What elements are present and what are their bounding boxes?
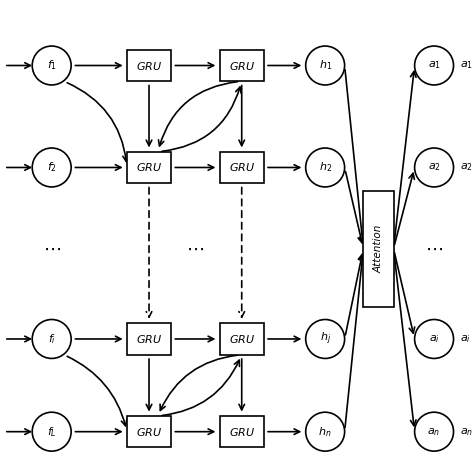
FancyArrowPatch shape: [162, 87, 241, 151]
FancyArrowPatch shape: [239, 187, 245, 317]
FancyArrowPatch shape: [346, 255, 364, 335]
FancyArrowPatch shape: [394, 72, 416, 245]
Circle shape: [306, 412, 345, 451]
Text: $a_{i}$: $a_{i}$: [428, 333, 439, 345]
Circle shape: [415, 46, 454, 85]
FancyArrowPatch shape: [146, 359, 152, 410]
Bar: [127, 416, 171, 447]
FancyArrowPatch shape: [345, 255, 365, 428]
Bar: [364, 191, 393, 307]
Text: $a_{1}$: $a_{1}$: [461, 60, 474, 72]
Text: $\cdots$: $\cdots$: [186, 239, 204, 257]
Text: $GRU$: $GRU$: [228, 333, 255, 345]
FancyArrowPatch shape: [346, 172, 364, 243]
Text: $GRU$: $GRU$: [228, 60, 255, 72]
FancyArrowPatch shape: [158, 82, 237, 146]
FancyArrowPatch shape: [175, 429, 214, 435]
FancyArrowPatch shape: [75, 429, 121, 435]
Circle shape: [415, 412, 454, 451]
Text: Attention: Attention: [374, 224, 383, 273]
Text: $GRU$: $GRU$: [228, 426, 255, 438]
Text: $f_{1}$: $f_{1}$: [46, 59, 57, 73]
FancyArrowPatch shape: [175, 63, 214, 68]
Text: $a_{2}$: $a_{2}$: [428, 162, 440, 173]
Text: $a_{2}$: $a_{2}$: [461, 162, 474, 173]
Text: $GRU$: $GRU$: [136, 333, 162, 345]
FancyArrowPatch shape: [239, 85, 245, 146]
FancyArrowPatch shape: [162, 360, 239, 416]
FancyArrowPatch shape: [75, 63, 121, 68]
Text: $f_{L}$: $f_{L}$: [47, 425, 56, 438]
Text: $GRU$: $GRU$: [136, 162, 162, 173]
Text: $a_{n}$: $a_{n}$: [428, 426, 441, 438]
FancyArrowPatch shape: [239, 359, 245, 410]
Text: $GRU$: $GRU$: [136, 426, 162, 438]
Text: $a_{i}$: $a_{i}$: [461, 333, 472, 345]
FancyArrowPatch shape: [268, 429, 300, 435]
Circle shape: [306, 148, 345, 187]
Circle shape: [32, 148, 71, 187]
FancyArrowPatch shape: [268, 164, 300, 170]
Circle shape: [32, 46, 71, 85]
FancyArrowPatch shape: [67, 356, 127, 426]
FancyArrowPatch shape: [175, 164, 214, 170]
FancyArrowPatch shape: [394, 173, 414, 245]
FancyArrowPatch shape: [345, 70, 365, 243]
Circle shape: [415, 319, 454, 358]
FancyArrowPatch shape: [175, 336, 214, 342]
Text: $h_{2}$: $h_{2}$: [319, 161, 332, 174]
Text: $\cdots$: $\cdots$: [43, 239, 61, 257]
Text: $GRU$: $GRU$: [228, 162, 255, 173]
FancyArrowPatch shape: [394, 253, 415, 333]
Text: $h_{n}$: $h_{n}$: [319, 425, 332, 438]
FancyArrowPatch shape: [268, 63, 300, 68]
FancyArrowPatch shape: [394, 253, 416, 426]
FancyArrowPatch shape: [146, 187, 152, 317]
Text: $a_{n}$: $a_{n}$: [461, 426, 474, 438]
Text: $\cdots$: $\cdots$: [425, 239, 443, 257]
Circle shape: [415, 148, 454, 187]
Circle shape: [306, 46, 345, 85]
Bar: [127, 152, 171, 183]
Bar: [220, 323, 264, 355]
Circle shape: [306, 319, 345, 358]
Text: $a_{1}$: $a_{1}$: [428, 60, 441, 72]
FancyArrowPatch shape: [146, 85, 152, 146]
Circle shape: [32, 319, 71, 358]
Text: $GRU$: $GRU$: [136, 60, 162, 72]
Text: $f_{i}$: $f_{i}$: [48, 332, 55, 346]
Bar: [127, 323, 171, 355]
Text: $f_{2}$: $f_{2}$: [46, 161, 57, 174]
FancyArrowPatch shape: [75, 164, 121, 170]
Text: $h_{j}$: $h_{j}$: [319, 331, 331, 347]
FancyArrowPatch shape: [160, 355, 237, 410]
Bar: [127, 50, 171, 81]
FancyArrowPatch shape: [75, 336, 121, 342]
Bar: [220, 152, 264, 183]
FancyArrowPatch shape: [268, 336, 300, 342]
Bar: [220, 416, 264, 447]
Circle shape: [32, 412, 71, 451]
Text: $h_{1}$: $h_{1}$: [319, 59, 332, 73]
Bar: [220, 50, 264, 81]
FancyArrowPatch shape: [67, 83, 128, 162]
